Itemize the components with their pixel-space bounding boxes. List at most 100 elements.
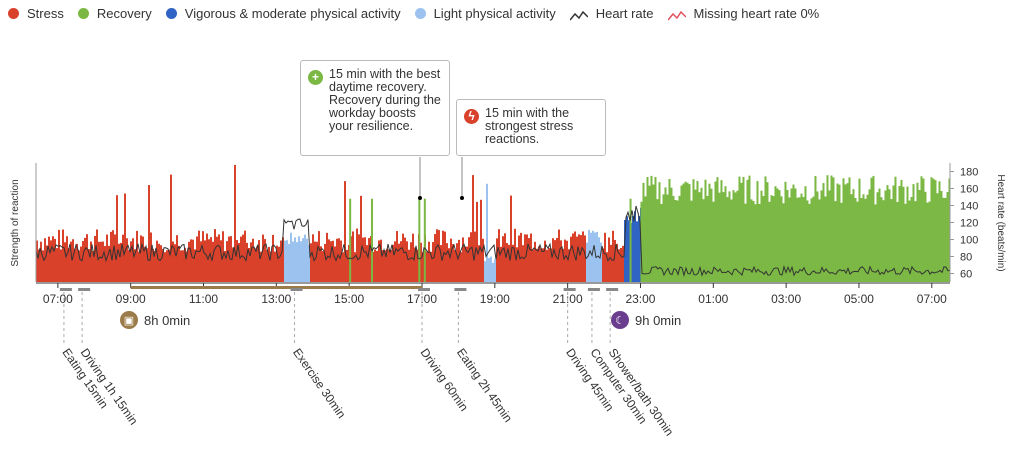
bar-mark bbox=[392, 244, 394, 282]
bar-mark bbox=[496, 238, 498, 282]
work-period-bar bbox=[130, 286, 422, 289]
bar-mark bbox=[642, 182, 645, 282]
bar-mark bbox=[684, 181, 687, 282]
bar-mark bbox=[208, 239, 210, 282]
bar-mark bbox=[566, 240, 568, 282]
hr-tick-label: 120 bbox=[960, 218, 978, 230]
legend-label: Heart rate bbox=[595, 6, 654, 21]
bar-mark bbox=[464, 246, 466, 282]
bar-mark bbox=[380, 239, 382, 282]
bar-mark bbox=[182, 250, 184, 282]
bar-mark bbox=[44, 238, 46, 282]
time-tick-label: 01:00 bbox=[698, 292, 728, 306]
bar-mark bbox=[84, 237, 86, 282]
legend-item: Missing heart rate 0% bbox=[666, 6, 819, 21]
bar-mark bbox=[862, 194, 865, 282]
sleep-duration: ☾ 9h 0min bbox=[611, 311, 681, 329]
bar-mark bbox=[768, 201, 771, 282]
bar-mark bbox=[866, 194, 869, 282]
bar-mark bbox=[640, 201, 643, 282]
sleep-duration-label: 9h 0min bbox=[635, 312, 682, 328]
bar-mark bbox=[486, 183, 488, 282]
bar-mark bbox=[98, 241, 100, 282]
bar-mark bbox=[108, 245, 110, 282]
bar-mark bbox=[838, 184, 841, 282]
bar-mark bbox=[416, 249, 418, 282]
bar-mark bbox=[396, 231, 398, 282]
bar-mark bbox=[740, 182, 743, 282]
bar-mark bbox=[726, 197, 729, 282]
bar-mark bbox=[914, 201, 917, 282]
bar-mark bbox=[690, 200, 693, 282]
bar-mark bbox=[786, 189, 789, 282]
bar-mark bbox=[600, 242, 602, 282]
bar-mark bbox=[830, 175, 833, 282]
tooltip-anchor-dot bbox=[460, 196, 464, 200]
bar-mark bbox=[102, 241, 104, 282]
bar-mark bbox=[676, 200, 679, 282]
bar-mark bbox=[554, 240, 556, 282]
hr-tick-label: 160 bbox=[960, 184, 978, 196]
bar-mark bbox=[504, 233, 506, 282]
bar-mark bbox=[632, 215, 634, 282]
bar-mark bbox=[104, 245, 106, 282]
bar-mark bbox=[844, 184, 847, 282]
bar-mark bbox=[320, 246, 322, 282]
bar-mark bbox=[162, 248, 164, 282]
bar-mark bbox=[168, 249, 170, 282]
bar-mark bbox=[592, 230, 594, 282]
bar-mark bbox=[938, 181, 941, 282]
bar-mark bbox=[572, 233, 574, 282]
legend-label: Recovery bbox=[96, 6, 152, 21]
bar-mark bbox=[798, 197, 801, 282]
bar-mark bbox=[252, 238, 254, 282]
bar-mark bbox=[902, 186, 905, 282]
bar-mark bbox=[298, 236, 300, 282]
time-tick-label: 05:00 bbox=[844, 292, 874, 306]
bar-mark bbox=[860, 198, 863, 282]
bar-mark bbox=[512, 244, 514, 282]
bar-mark bbox=[390, 249, 392, 282]
bar-mark bbox=[932, 178, 935, 282]
bar-mark bbox=[78, 250, 80, 282]
bar-mark bbox=[214, 229, 216, 282]
bar-mark bbox=[226, 241, 228, 282]
bar-mark bbox=[412, 233, 414, 282]
bar-mark bbox=[260, 251, 262, 282]
bar-mark bbox=[848, 177, 851, 282]
bar-mark bbox=[870, 177, 873, 282]
bar-mark bbox=[170, 174, 172, 282]
event-bar bbox=[454, 288, 467, 291]
bar-mark bbox=[60, 249, 62, 282]
bar-mark bbox=[846, 183, 849, 282]
bar-mark bbox=[482, 238, 484, 282]
bar-mark bbox=[310, 243, 312, 282]
bar-mark bbox=[550, 248, 552, 282]
bar-mark bbox=[404, 237, 406, 282]
bar-mark bbox=[548, 248, 550, 282]
bar-mark bbox=[816, 191, 819, 282]
event-label: Exercise 30min bbox=[290, 346, 349, 421]
bar-mark bbox=[884, 190, 887, 282]
bar-mark bbox=[636, 221, 638, 282]
bar-mark bbox=[346, 249, 348, 282]
bar-mark bbox=[438, 230, 440, 282]
bar-mark bbox=[190, 239, 192, 282]
bar-mark bbox=[652, 184, 655, 282]
bar-mark bbox=[423, 198, 426, 282]
bar-mark bbox=[544, 240, 546, 282]
bar-mark bbox=[142, 236, 144, 282]
bar-mark bbox=[762, 195, 765, 282]
hr-tick-label: 180 bbox=[960, 167, 978, 179]
bar-mark bbox=[36, 240, 38, 282]
bar-mark bbox=[864, 198, 867, 282]
bar-mark bbox=[64, 242, 66, 282]
bar-mark bbox=[746, 179, 749, 282]
bar-mark bbox=[430, 251, 432, 282]
bar-mark bbox=[308, 244, 310, 282]
bar-mark bbox=[432, 242, 434, 282]
bar-mark bbox=[704, 179, 707, 282]
bar-mark bbox=[146, 248, 148, 282]
bar-mark bbox=[174, 244, 176, 282]
bar-mark bbox=[80, 246, 82, 282]
